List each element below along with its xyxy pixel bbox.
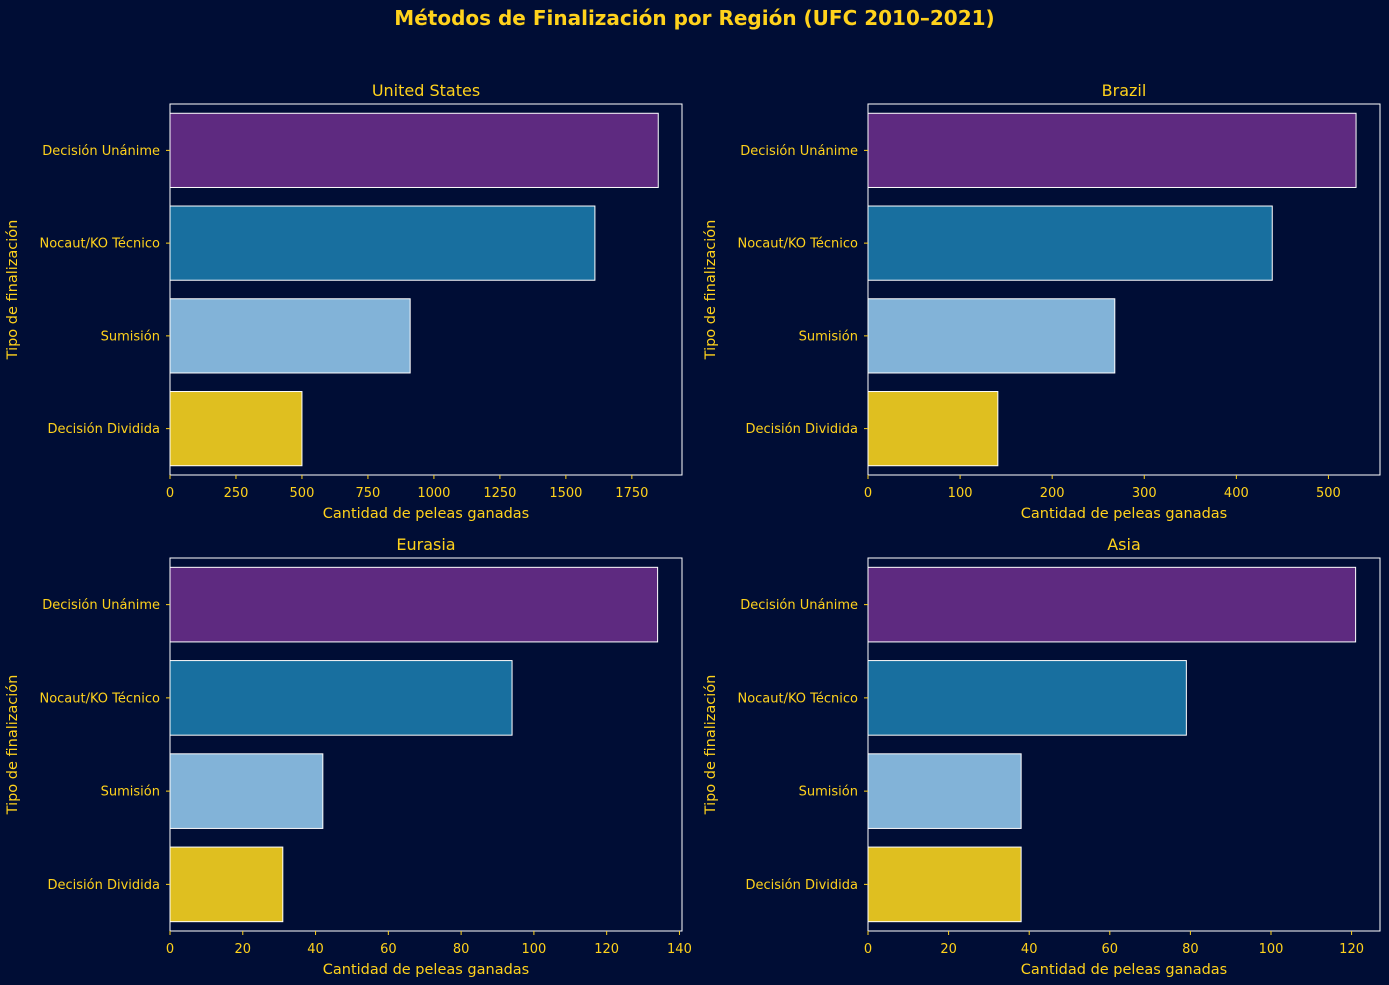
x-tick-label: 60 [1102, 942, 1119, 957]
y-axis-label: Tipo de finalización [5, 675, 21, 816]
y-tick-label: Decisión Dividida [48, 422, 161, 437]
y-tick-label: Nocaut/KO Técnico [39, 691, 160, 706]
bar [867, 112, 1357, 188]
bar [867, 205, 1273, 281]
x-tick-label: 100 [1259, 942, 1284, 957]
y-tick-label: Decisión Dividida [746, 878, 859, 893]
bar [169, 112, 659, 188]
bar [867, 753, 1022, 829]
x-tick-label: 20 [235, 942, 252, 957]
y-tick-label: Decisión Unánime [740, 144, 858, 159]
x-axis-label: Cantidad de peleas ganadas [1021, 506, 1227, 522]
bar [867, 566, 1357, 643]
x-tick-label: 250 [224, 486, 249, 501]
plot-frame [867, 557, 1381, 932]
x-tick-label: 100 [948, 486, 973, 501]
y-axis-label: Tipo de finalización [703, 220, 719, 361]
y-tick-label: Sumisión [101, 785, 160, 800]
x-tick-label: 0 [864, 942, 872, 957]
x-tick-label: 500 [290, 486, 315, 501]
x-tick-label: 1500 [549, 486, 582, 501]
x-tick-label: 200 [1040, 486, 1065, 501]
x-axis-label: Cantidad de peleas ganadas [1021, 962, 1227, 978]
x-tick-label: 750 [356, 486, 381, 501]
y-tick-label: Decisión Unánime [42, 598, 160, 613]
x-tick-label: 300 [1132, 486, 1157, 501]
x-tick-label: 500 [1316, 486, 1341, 501]
subplot-4: Decisión Unánime Nocaut/KO Técnico Sumisió… [703, 535, 1381, 978]
subplot-title: United States [372, 81, 480, 100]
bar [867, 391, 999, 467]
bar [169, 566, 659, 643]
y-axis-label: Tipo de finalización [703, 675, 719, 816]
x-tick-label: 120 [594, 942, 619, 957]
bar [867, 846, 1022, 923]
y-tick-label: Nocaut/KO Técnico [737, 237, 858, 252]
x-tick-label: 0 [864, 486, 872, 501]
x-tick-label: 40 [307, 942, 324, 957]
x-tick-label: 120 [1339, 942, 1364, 957]
bar [867, 660, 1187, 736]
y-axis-label: Tipo de finalización [5, 220, 21, 361]
x-axis-label: Cantidad de peleas ganadas [323, 962, 529, 978]
y-tick-label: Sumisión [799, 785, 858, 800]
figure-title: Métodos de Finalización por Región (UFC … [394, 6, 995, 30]
x-tick-label: 80 [1182, 942, 1199, 957]
x-tick-label: 20 [940, 942, 957, 957]
x-tick-label: 140 [667, 942, 692, 957]
y-tick-label: Decisión Dividida [48, 878, 161, 893]
x-tick-label: 40 [1021, 942, 1038, 957]
bar [169, 298, 411, 374]
y-tick-label: Decisión Unánime [740, 598, 858, 613]
subplot-1: Decisión Unánime Nocaut/KO Técnico Sumisió… [5, 81, 683, 522]
bar [867, 298, 1116, 374]
y-tick-label: Decisión Dividida [746, 422, 859, 437]
subplot-title: Asia [1107, 535, 1141, 554]
x-tick-label: 1750 [615, 486, 648, 501]
x-tick-label: 1250 [483, 486, 516, 501]
plot-frame [867, 103, 1381, 476]
x-tick-label: 0 [166, 942, 174, 957]
x-tick-label: 400 [1224, 486, 1249, 501]
y-tick-label: Sumisión [101, 329, 160, 344]
x-tick-label: 100 [521, 942, 546, 957]
bar [169, 846, 284, 923]
subplot-title: Eurasia [396, 535, 455, 554]
plot-frame [169, 557, 683, 932]
bar [169, 391, 303, 467]
x-tick-label: 60 [380, 942, 397, 957]
subplot-title: Brazil [1102, 81, 1147, 100]
plot-frame [169, 103, 683, 476]
y-tick-label: Nocaut/KO Técnico [737, 691, 858, 706]
bar [169, 753, 324, 829]
bar [169, 205, 596, 281]
x-tick-label: 80 [453, 942, 470, 957]
x-tick-label: 0 [166, 486, 174, 501]
x-axis-label: Cantidad de peleas ganadas [323, 506, 529, 522]
y-tick-label: Decisión Unánime [42, 144, 160, 159]
subplot-3: Decisión Unánime Nocaut/KO Técnico Sumisió… [5, 535, 692, 978]
y-tick-label: Nocaut/KO Técnico [39, 237, 160, 252]
x-tick-label: 1000 [417, 486, 450, 501]
subplot-2: Decisión Unánime Nocaut/KO Técnico Sumisió… [703, 81, 1381, 522]
bar [169, 660, 513, 736]
y-tick-label: Sumisión [799, 329, 858, 344]
